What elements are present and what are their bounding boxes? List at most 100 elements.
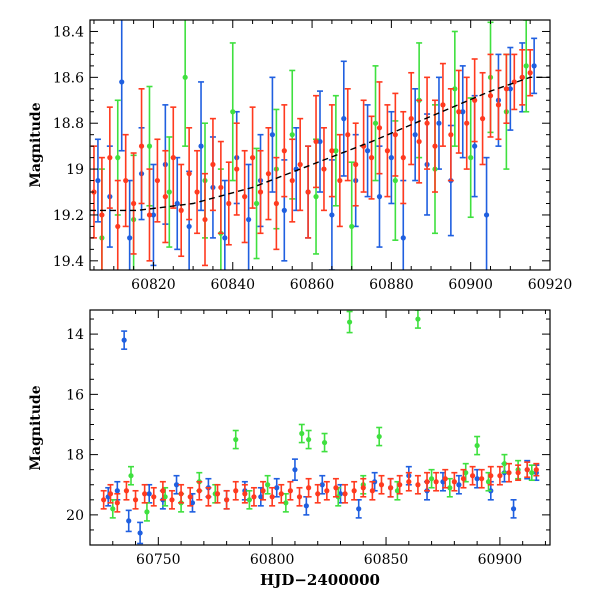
- green-data-point: [332, 94, 339, 207]
- red-data-point: [107, 483, 114, 504]
- blue-data-point: [412, 88, 419, 182]
- top-panel-data-marks: [90, 20, 550, 270]
- x-tick-label: 60860: [290, 277, 335, 293]
- green-data-point: [166, 136, 173, 248]
- red-data-point: [384, 104, 391, 198]
- y-tick-label: 19.4: [53, 254, 84, 270]
- red-data-point: [146, 168, 153, 262]
- x-tick-label: 60820: [131, 277, 176, 293]
- green-data-point: [143, 502, 150, 522]
- red-data-point: [281, 104, 288, 198]
- red-data-point: [273, 156, 280, 251]
- red-data-point: [336, 133, 343, 228]
- blue-data-point: [340, 60, 347, 177]
- red-data-point: [400, 110, 407, 205]
- top-panel-y-axis-label: Magnitude: [28, 102, 44, 187]
- red-data-point: [524, 461, 531, 479]
- red-data-point: [205, 486, 212, 507]
- red-data-point: [328, 104, 335, 198]
- red-data-point: [323, 480, 330, 501]
- red-data-point: [260, 480, 267, 501]
- y-tick-label: 18.8: [53, 116, 84, 132]
- red-data-point: [478, 468, 485, 489]
- red-data-point: [320, 126, 327, 212]
- bottom-panel-ticks: 60750 60800 60850 60900 14 16 18 20: [66, 310, 550, 568]
- y-tick-label: 18: [66, 448, 84, 464]
- red-data-point: [408, 71, 415, 166]
- red-data-point: [496, 465, 503, 486]
- red-data-point: [463, 76, 470, 170]
- red-data-point: [241, 483, 248, 504]
- red-data-point: [314, 483, 321, 504]
- red-data-point: [503, 53, 510, 125]
- red-data-point: [460, 468, 467, 489]
- red-data-point: [414, 474, 421, 495]
- red-data-point: [132, 489, 139, 510]
- red-data-point: [287, 480, 294, 501]
- blue-data-point: [174, 156, 181, 251]
- blue-data-point: [303, 495, 310, 516]
- green-data-point: [523, 20, 530, 113]
- red-data-point: [225, 161, 232, 246]
- red-data-point: [250, 486, 257, 507]
- x-tick-label: 60750: [136, 552, 181, 568]
- red-data-point: [352, 122, 359, 207]
- red-data-point: [405, 471, 412, 492]
- red-data-point: [186, 126, 193, 221]
- red-data-point: [170, 106, 177, 209]
- x-tick-label: 60800: [250, 552, 295, 568]
- red-data-point: [269, 486, 276, 507]
- blue-data-point: [121, 330, 128, 350]
- blue-data-point: [173, 474, 180, 495]
- red-data-point: [533, 462, 540, 477]
- red-data-point: [187, 486, 194, 507]
- red-data-point: [159, 480, 166, 501]
- red-data-point: [332, 477, 339, 498]
- red-data-point: [114, 492, 121, 513]
- red-data-point: [98, 156, 105, 270]
- top-panel-zoomed-light-curve: 60820 60840 60860 60880 60900 60920 18.4 18.6 18…: [28, 19, 573, 293]
- red-data-point: [217, 140, 224, 235]
- red-data-point: [360, 477, 367, 498]
- x-tick-label: 60900: [448, 277, 493, 293]
- red-data-point: [232, 480, 239, 501]
- red-data-point: [351, 480, 358, 501]
- green-data-point: [246, 489, 253, 510]
- blue-data-point: [221, 179, 228, 270]
- red-data-point: [178, 483, 185, 504]
- blue-data-point: [137, 521, 144, 545]
- x-tick-label: 60840: [210, 277, 255, 293]
- green-data-point: [305, 429, 312, 450]
- red-data-point: [223, 489, 230, 510]
- green-data-point: [414, 310, 421, 329]
- y-tick-label: 19.2: [53, 208, 84, 224]
- red-data-point: [122, 133, 129, 228]
- red-data-point: [141, 483, 148, 504]
- green-data-point: [428, 468, 435, 489]
- blue-data-point: [269, 76, 276, 193]
- blue-data-point: [317, 90, 323, 193]
- x-tick-label: 60850: [364, 552, 409, 568]
- x-tick-label: 60880: [369, 277, 414, 293]
- red-data-point: [313, 94, 320, 189]
- red-data-point: [194, 149, 201, 235]
- red-data-point: [447, 88, 454, 182]
- red-data-point: [168, 489, 175, 510]
- red-data-point: [455, 69, 462, 154]
- x-tick-label: 60920: [528, 277, 573, 293]
- red-data-point: [432, 99, 438, 193]
- green-data-point: [298, 423, 305, 444]
- red-data-point: [296, 486, 303, 507]
- red-data-point: [154, 138, 161, 223]
- red-data-point: [369, 480, 376, 501]
- y-tick-label: 20: [66, 508, 84, 524]
- green-data-point: [394, 480, 401, 501]
- red-data-point: [487, 465, 494, 486]
- blue-data-point: [126, 179, 133, 270]
- blue-data-point: [355, 499, 362, 519]
- red-data-point: [506, 462, 513, 483]
- top-panel-ticks: 60820 60840 60860 60880 60900 60920 18.4 18.6 18…: [53, 19, 573, 293]
- green-data-point: [264, 474, 271, 495]
- bottom-panel-frame: [89, 309, 551, 546]
